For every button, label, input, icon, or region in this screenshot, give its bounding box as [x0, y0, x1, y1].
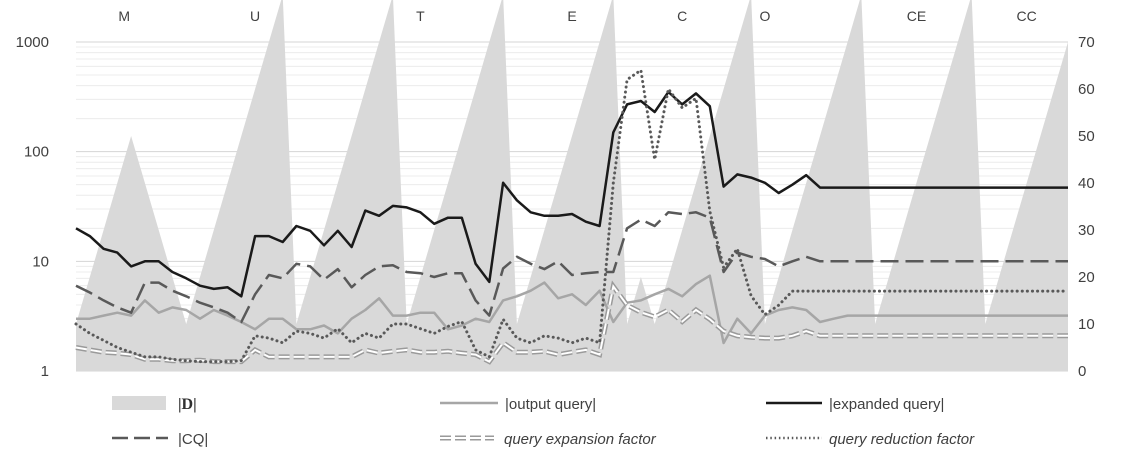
series-query-reduction-factor: [74, 68, 1070, 364]
group-label: O: [759, 8, 770, 24]
group-label: T: [416, 8, 425, 24]
left-tick-label: 1: [41, 363, 49, 380]
left-tick-label: 100: [24, 144, 49, 161]
group-label: C: [677, 8, 687, 24]
left-axis: 1 10 100 1000: [16, 34, 49, 380]
legend-label-output: |output query|: [505, 396, 596, 413]
legend: |D| |output query| |expanded query| |CQ|…: [112, 396, 975, 448]
series-d: [76, 0, 1068, 371]
legend-label-cq: |CQ|: [178, 431, 208, 448]
right-tick-label: 20: [1078, 269, 1095, 286]
right-tick-label: 70: [1078, 34, 1095, 51]
right-tick-label: 30: [1078, 222, 1095, 239]
series-cq: [75, 211, 1068, 324]
group-label: M: [118, 8, 130, 24]
right-axis: 0 10 20 30 40 50 60 70: [1078, 34, 1095, 380]
legend-label-d: |D|: [178, 396, 197, 413]
series-expanded-query: [75, 90, 1068, 298]
right-tick-label: 0: [1078, 363, 1086, 380]
right-tick-label: 50: [1078, 128, 1095, 145]
group-label: CE: [907, 8, 926, 24]
legend-swatch-d: [112, 396, 166, 410]
group-label: U: [250, 8, 260, 24]
legend-label-expansion: query expansion factor: [504, 431, 657, 448]
right-tick-label: 40: [1078, 175, 1095, 192]
legend-label-expanded: |expanded query|: [829, 396, 944, 413]
left-tick-label: 10: [32, 253, 49, 270]
right-tick-label: 60: [1078, 81, 1095, 98]
right-tick-label: 10: [1078, 316, 1095, 333]
area-series: [76, 0, 1068, 371]
group-label: CC: [1017, 8, 1037, 24]
line-series: [74, 68, 1070, 365]
legend-label-reduction: query reduction factor: [829, 431, 975, 448]
group-labels: M U T E C O CE CC: [118, 8, 1036, 24]
left-tick-label: 1000: [16, 34, 49, 51]
group-label: E: [567, 8, 576, 24]
